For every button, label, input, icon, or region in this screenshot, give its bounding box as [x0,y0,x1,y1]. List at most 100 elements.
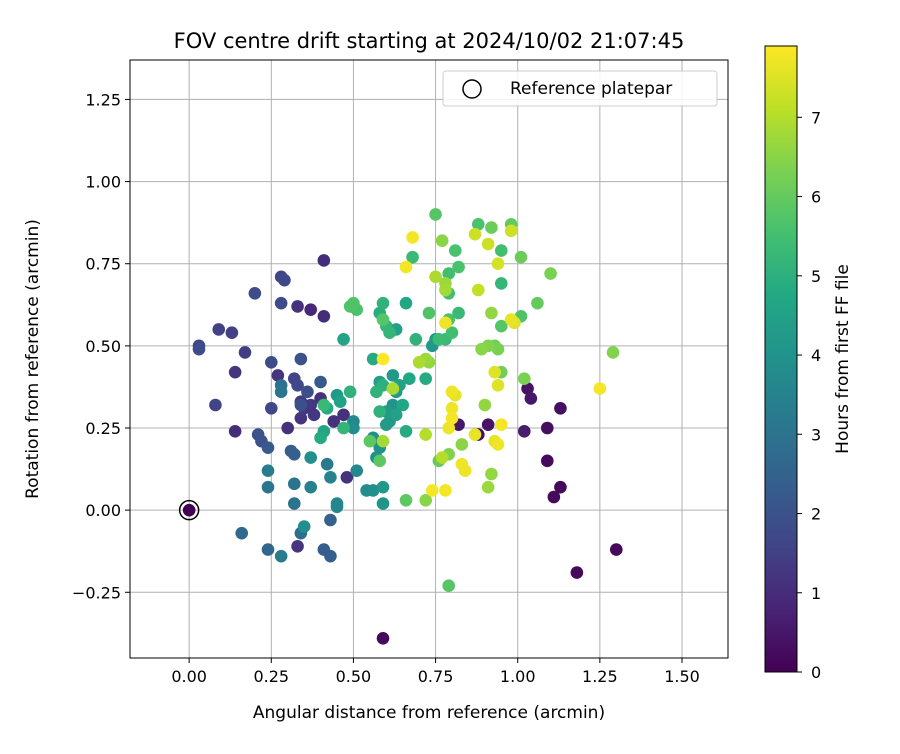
x-axis-label: Angular distance from reference (arcmin) [253,703,605,723]
scatter-point [491,378,505,392]
scatter-point [228,365,242,379]
scatter-point [212,323,226,336]
scatter-point [485,221,498,234]
scatter-point [261,543,275,556]
scatter-point [445,401,459,415]
legend-reference-marker-icon [462,79,482,99]
scatter-point [439,316,452,330]
scatter-point [340,470,354,484]
scatter-point [524,392,538,405]
scatter-point [419,428,433,441]
scatter-point [491,342,505,356]
scatter-point [439,283,452,297]
scatter-point [409,332,423,346]
scatter-point [448,244,462,257]
scatter-point [468,428,482,441]
scatter-point [278,273,291,287]
scatter-point [445,385,459,399]
scatter-point [274,549,288,563]
scatter-point [435,234,449,248]
x-axis-ticks: 0.00 0.25 0.50 0.75 1.00 1.25 1.50 [171,658,700,686]
x-tick-label: 0.25 [253,667,289,686]
scatter-point [442,579,456,593]
y-axis-label: Rotation from reference (arcmin) [23,219,43,499]
scatter-point [399,493,413,507]
scatter-point [373,454,387,468]
scatter-point [261,464,275,478]
scatter-point [521,382,534,395]
scatter-point [481,480,495,494]
scatter-point [445,411,459,425]
scatter-point [386,382,400,395]
colorbar-tick-label: 0 [811,663,821,682]
scatter-point [458,464,472,478]
colorbar-label: Hours from first FF file [833,264,853,454]
scatter-point [376,296,390,310]
axes-frame [129,59,729,659]
colorbar-tick-label: 4 [811,346,821,365]
scatter-point [540,421,554,435]
colorbar-tick-label: 3 [811,425,821,444]
scatter-point [504,224,518,238]
scatter-point [337,408,350,422]
scatter-point [494,319,508,333]
scatter-point [271,369,285,382]
scatter-point [376,480,390,494]
scatter-point [425,484,439,497]
y-tick-label: 0.00 [85,501,121,520]
colorbar-tick-label: 7 [811,108,821,127]
scatter-point [609,543,623,556]
scatter-point [304,451,318,464]
scatter-point [274,385,288,399]
scatter-point [294,411,308,425]
scatter-point [366,484,380,497]
scatter-point [422,306,436,320]
scatter-point [314,431,327,445]
x-tick-label: 1.00 [500,667,536,686]
scatter-point [330,500,344,514]
scatter-point [324,470,337,484]
y-axis-ticks: −0.25 0.00 0.25 0.50 0.75 1.00 1.25 [72,90,130,602]
scatter-point [485,306,498,320]
scatter-point [517,372,531,386]
scatter-point [376,631,390,645]
scatter-point [517,424,531,438]
scatter-point [314,375,327,389]
scatter-point [471,217,485,231]
colorbar-tick-label: 2 [811,505,821,524]
legend: Reference platepar [442,70,718,107]
scatter-point [287,477,301,491]
scatter-point [475,342,488,356]
scatter-point [429,270,442,284]
x-tick-label: 1.50 [664,667,700,686]
reference-marker-group [178,499,200,521]
x-tick-label: 0.75 [418,667,454,686]
scatter-point [373,405,387,418]
scatter-point [399,296,413,310]
scatter-point [350,464,364,478]
scatter-point [225,326,239,340]
scatter-point [376,497,390,510]
scatter-point [264,355,278,369]
scatter-point [396,398,410,412]
scatter-points [182,208,623,645]
scatter-point [291,539,304,553]
scatter-point [304,480,318,494]
scatter-point [481,237,495,251]
scatter-point [376,313,390,326]
scatter-point [402,372,416,386]
scatter-point [544,267,557,280]
scatter-point [317,309,331,323]
scatter-point [452,260,465,274]
scatter-point [307,408,321,422]
y-tick-label: −0.25 [72,583,121,602]
y-tick-label: 1.00 [85,173,121,192]
scatter-point [488,365,502,379]
scatter-point [442,421,456,435]
scatter-point [383,326,396,340]
scatter-point [347,421,360,435]
scatter-point [570,566,584,579]
scatter-point [442,267,456,280]
scatter-point [343,385,357,399]
scatter-point [304,303,318,317]
